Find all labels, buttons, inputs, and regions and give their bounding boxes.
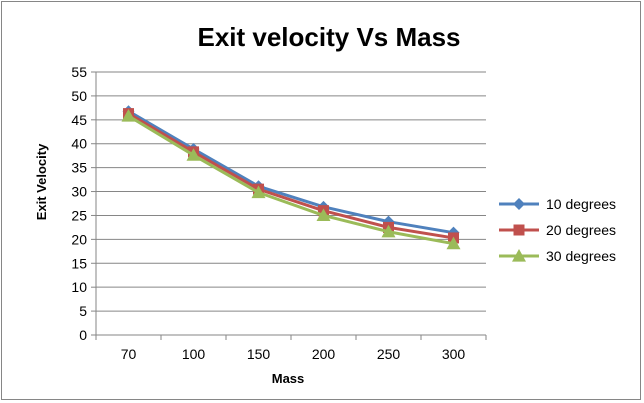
x-axis-ticks: 70 100 150 200 250 300: [121, 346, 466, 362]
series-1: [122, 105, 460, 239]
x-tick-label: 200: [312, 346, 336, 362]
gridlines: [96, 71, 486, 312]
y-tick-label: 40: [71, 136, 87, 152]
legend-label: 30 degrees: [546, 248, 616, 264]
data-point: [381, 224, 396, 238]
data-point: [316, 208, 331, 222]
x-tick-label: 70: [121, 346, 137, 362]
y-tick-label: 35: [71, 160, 87, 176]
y-tick-label: 10: [71, 279, 87, 295]
legend-label: 20 degrees: [546, 222, 616, 238]
y-tick-label: 30: [71, 184, 87, 200]
x-tick-label: 250: [377, 346, 401, 362]
y-axis-title: Exit Velocity: [34, 143, 49, 220]
data-point: [251, 185, 266, 199]
data-point: [446, 236, 461, 250]
legend-marker: [512, 249, 526, 262]
series-2: [123, 108, 459, 244]
series-line: [127, 112, 454, 240]
axes: [91, 71, 487, 340]
chart-title: Exit velocity Vs Mass: [197, 22, 460, 52]
y-tick-label: 0: [79, 327, 87, 343]
legend-item: 30 degrees: [499, 248, 616, 264]
data-point: [121, 108, 136, 122]
y-tick-label: 15: [71, 255, 87, 271]
y-tick-label: 25: [71, 207, 87, 223]
y-tick-label: 20: [71, 231, 87, 247]
y-axis-ticks: 0 5 10 15 20 25 30 35 40 45 50 55: [71, 64, 87, 343]
legend: 10 degrees 20 degrees 30 degrees: [499, 196, 616, 264]
y-tick-label: 45: [71, 112, 87, 128]
legend-item: 20 degrees: [499, 222, 616, 238]
legend-marker: [513, 198, 525, 210]
legend-label: 10 degrees: [546, 196, 616, 212]
series-line: [127, 109, 454, 235]
y-tick-label: 50: [71, 88, 87, 104]
legend-item: 10 degrees: [499, 196, 616, 212]
series-layer: [121, 105, 461, 250]
x-tick-label: 100: [182, 346, 206, 362]
series-3: [121, 108, 461, 250]
y-tick-label: 5: [79, 303, 87, 319]
x-tick-label: 300: [442, 346, 466, 362]
legend-marker: [513, 224, 525, 236]
y-tick-label: 55: [71, 64, 87, 80]
series-line: [127, 114, 454, 246]
x-axis-title: Mass: [272, 371, 305, 386]
x-tick-label: 150: [247, 346, 271, 362]
data-point: [186, 148, 201, 161]
